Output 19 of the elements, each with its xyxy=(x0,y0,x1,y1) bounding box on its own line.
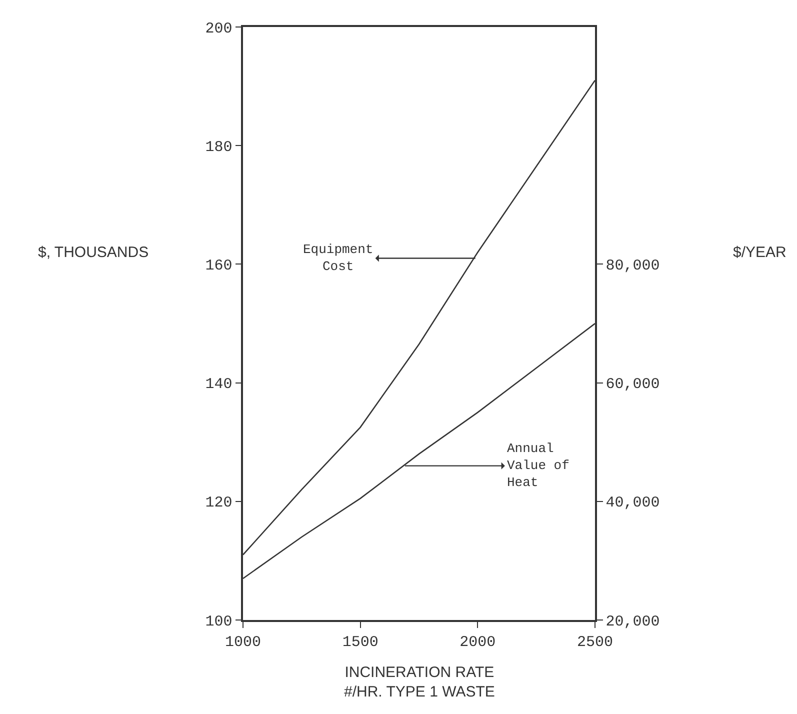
y-axis-title: $, THOUSANDS xyxy=(38,244,149,261)
y2-tick-label: 40,000 xyxy=(606,494,660,512)
y2-tick-label: 60,000 xyxy=(606,376,660,394)
y-tick-label: 120 xyxy=(205,494,232,512)
x-axis-title: INCINERATION RATE #/HR. TYPE 1 WASTE xyxy=(344,664,495,700)
y-tick-label: 100 xyxy=(205,613,232,630)
annotation: Annual Value of Heat xyxy=(507,441,570,490)
y-tick-label: 140 xyxy=(205,376,232,394)
y-tick-label: 160 xyxy=(205,257,232,274)
x-tick-label: 2500 xyxy=(576,634,614,651)
x-tick-label: 2000 xyxy=(460,634,496,651)
y2-axis-title: $/YEAR xyxy=(733,244,787,261)
y-tick-label: 180 xyxy=(205,138,232,156)
annotation: Equipment Cost xyxy=(303,242,374,274)
x-tick-label: 1500 xyxy=(342,634,378,651)
y-tick-label: 200 xyxy=(205,20,232,38)
y2-tick-label: 20,000 xyxy=(606,613,660,630)
y2-tick-label: 80,000 xyxy=(606,257,660,274)
x-tick-label: 1000 xyxy=(224,634,262,651)
